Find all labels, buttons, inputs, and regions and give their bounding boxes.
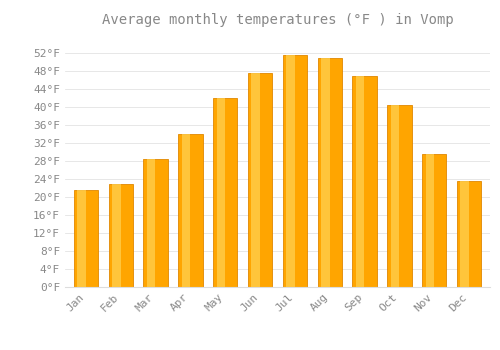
Bar bbox=[213, 98, 238, 287]
Bar bbox=[460, 181, 469, 287]
Bar bbox=[108, 183, 133, 287]
Bar bbox=[387, 105, 411, 287]
Bar bbox=[216, 98, 225, 287]
Bar bbox=[457, 181, 481, 287]
Title: Average monthly temperatures (°F ) in Vomp: Average monthly temperatures (°F ) in Vo… bbox=[102, 13, 454, 27]
Bar bbox=[286, 55, 295, 287]
Bar bbox=[77, 190, 86, 287]
Bar bbox=[282, 55, 307, 287]
Bar bbox=[318, 57, 342, 287]
Bar bbox=[426, 154, 434, 287]
Bar bbox=[147, 159, 156, 287]
Bar bbox=[182, 134, 190, 287]
Bar bbox=[321, 57, 330, 287]
Bar bbox=[391, 105, 400, 287]
Bar bbox=[422, 154, 446, 287]
Bar bbox=[74, 190, 98, 287]
Bar bbox=[252, 73, 260, 287]
Bar bbox=[248, 73, 272, 287]
Bar bbox=[112, 183, 120, 287]
Bar bbox=[356, 76, 364, 287]
Bar bbox=[178, 134, 203, 287]
Bar bbox=[352, 76, 377, 287]
Bar bbox=[144, 159, 168, 287]
